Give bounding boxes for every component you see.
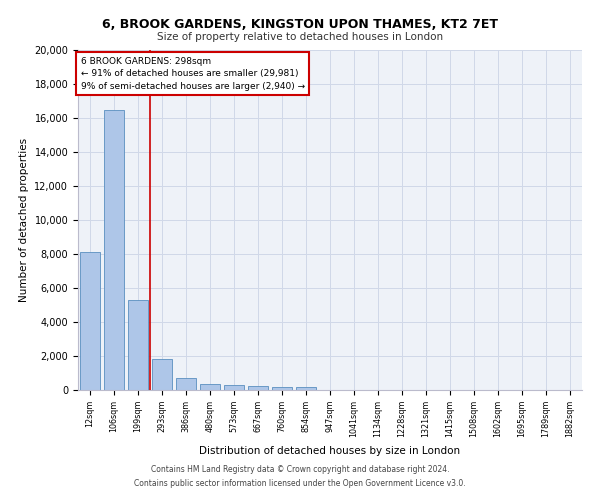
Text: Size of property relative to detached houses in London: Size of property relative to detached ho… xyxy=(157,32,443,42)
Y-axis label: Number of detached properties: Number of detached properties xyxy=(19,138,29,302)
Bar xyxy=(128,300,148,390)
Text: Contains HM Land Registry data © Crown copyright and database right 2024.
Contai: Contains HM Land Registry data © Crown c… xyxy=(134,466,466,487)
Bar xyxy=(176,378,196,390)
Bar xyxy=(248,386,268,390)
X-axis label: Distribution of detached houses by size in London: Distribution of detached houses by size … xyxy=(199,446,461,456)
Bar xyxy=(104,110,124,390)
Bar xyxy=(272,387,292,390)
Text: 6 BROOK GARDENS: 298sqm
← 91% of detached houses are smaller (29,981)
9% of semi: 6 BROOK GARDENS: 298sqm ← 91% of detache… xyxy=(80,57,305,91)
Bar xyxy=(296,388,316,390)
Bar xyxy=(152,358,172,390)
Text: 6, BROOK GARDENS, KINGSTON UPON THAMES, KT2 7ET: 6, BROOK GARDENS, KINGSTON UPON THAMES, … xyxy=(102,18,498,30)
Bar xyxy=(200,384,220,390)
Bar xyxy=(80,252,100,390)
Bar xyxy=(224,386,244,390)
